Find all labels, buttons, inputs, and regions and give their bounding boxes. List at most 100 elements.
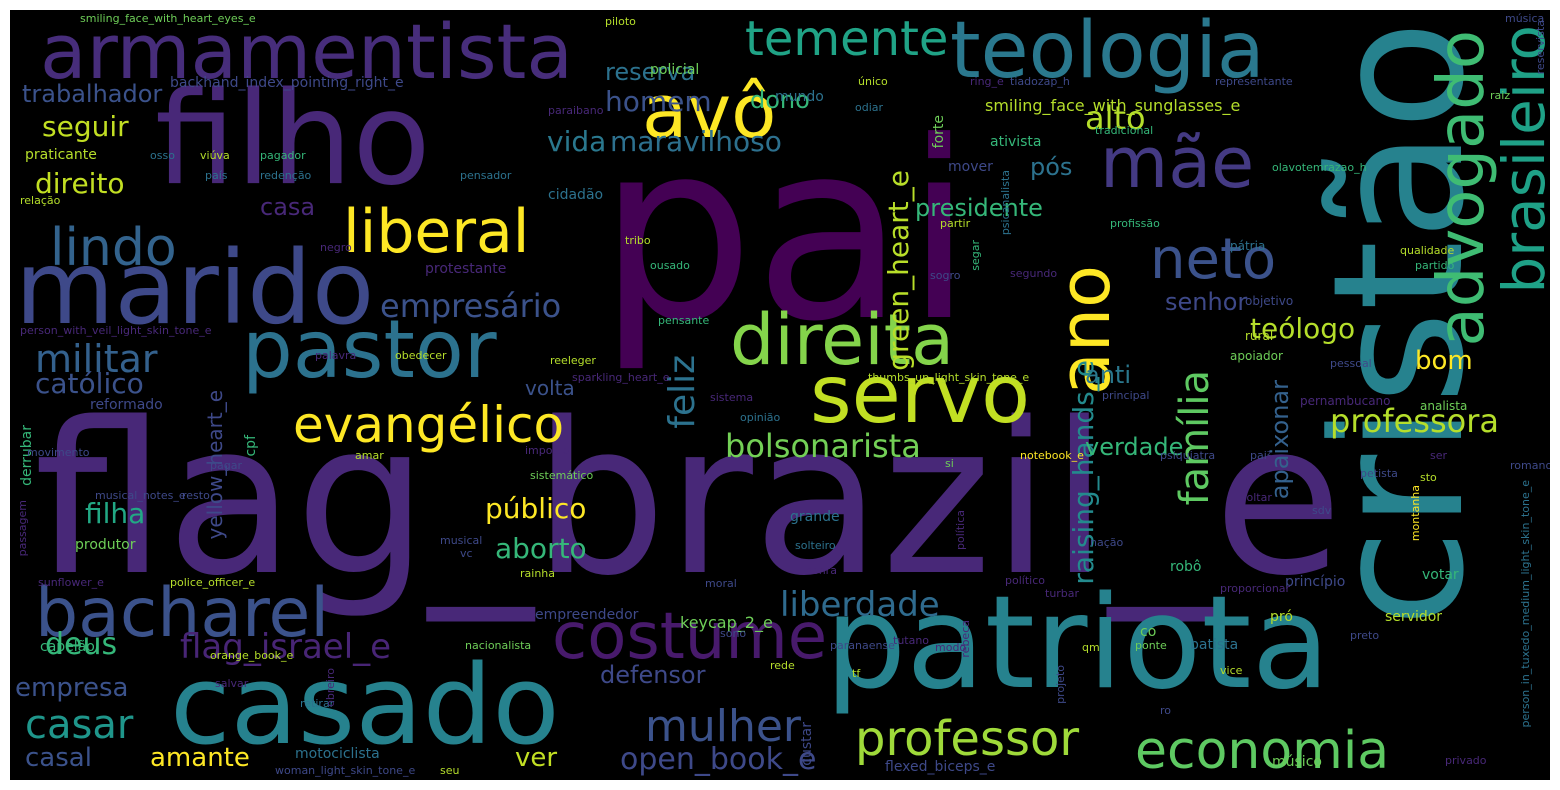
word: temente	[745, 11, 949, 67]
word: alto	[1085, 99, 1146, 137]
word: casal	[25, 743, 92, 773]
word: produtor	[75, 537, 136, 553]
word: homem	[605, 85, 712, 118]
word: forte	[931, 115, 947, 149]
word: apaixonar	[1266, 380, 1294, 500]
word: princípio	[1285, 574, 1346, 590]
word: passagem	[16, 500, 29, 557]
word: flexed_biceps_e	[885, 759, 996, 775]
word: projeto	[1054, 665, 1067, 704]
word: obreiro	[324, 668, 337, 707]
word: sono	[720, 627, 747, 640]
word: empreendedor	[535, 607, 639, 623]
word: police_officer_e	[170, 576, 256, 589]
word: partir	[940, 217, 971, 230]
word: casar	[25, 702, 134, 748]
word: bom	[1415, 346, 1473, 376]
word: tutano	[893, 634, 930, 647]
word: pátria	[1230, 239, 1266, 253]
word: apoiador	[1230, 349, 1283, 363]
word: ver	[515, 743, 558, 773]
word: mulher	[645, 701, 802, 752]
word: voltar	[1240, 491, 1272, 504]
word: mãe	[1100, 122, 1255, 204]
word: negro	[320, 241, 352, 254]
word: montanha	[1409, 485, 1422, 542]
word: palavra	[315, 349, 357, 362]
word: dono	[750, 86, 810, 114]
word: evangélico	[293, 396, 565, 454]
word: músico	[1272, 754, 1322, 770]
word: praticante	[25, 147, 97, 163]
word: avô	[642, 69, 777, 155]
word: relação	[20, 194, 61, 207]
word: viúva	[200, 149, 230, 162]
word: cidadão	[548, 187, 604, 203]
word: romano	[1510, 459, 1550, 472]
word: solteiro	[795, 539, 836, 552]
word: ser	[1430, 449, 1448, 462]
word: sunflower_e	[38, 576, 104, 589]
word: pernambucano	[1300, 394, 1391, 408]
word: ring_e	[970, 75, 1004, 88]
word: ponte	[1135, 639, 1167, 652]
word: empresa	[15, 673, 129, 703]
word: robô	[1170, 559, 1202, 575]
word: pastor	[242, 303, 497, 396]
word: servidor	[1385, 609, 1443, 625]
word: custar	[799, 722, 815, 766]
word: nacionalista	[465, 639, 532, 652]
word: militar	[35, 337, 158, 381]
word: ativista	[990, 134, 1042, 150]
word: reserva	[605, 58, 696, 86]
word: reeleger	[550, 354, 596, 367]
word: mundo	[775, 89, 824, 105]
word: casa	[260, 193, 316, 221]
word: marido	[15, 229, 375, 348]
word: rainha	[520, 567, 556, 580]
word: motociclista	[295, 746, 380, 762]
word: vice	[1220, 664, 1243, 677]
word: smiling_face_with_heart_eyes_e	[80, 12, 256, 25]
word: policial	[650, 62, 700, 78]
word: paraibano	[548, 104, 604, 117]
word: cpf	[243, 435, 259, 457]
word: rural	[1245, 329, 1274, 343]
word: sparkling_heart_e	[572, 371, 670, 384]
word: pagador	[260, 149, 306, 162]
word: deus	[45, 627, 118, 662]
word: único	[858, 75, 888, 88]
word: filho	[155, 65, 431, 214]
word: turbar	[1045, 587, 1080, 600]
word: rede	[770, 659, 795, 672]
word: teologia	[950, 10, 1265, 96]
word: bolsonarista	[725, 427, 921, 465]
word: movimento	[27, 446, 90, 459]
word: católico	[35, 367, 144, 400]
word: ousado	[650, 259, 690, 272]
word: opinião	[740, 411, 781, 424]
word: obedecer	[395, 349, 447, 362]
word: bacharel	[35, 574, 330, 653]
word-cloud: pai flag_brazil_e cristão patriota filho…	[10, 10, 1550, 780]
word: liberal	[343, 197, 530, 267]
word: salvar	[215, 677, 249, 690]
word: votar	[1422, 567, 1459, 583]
word: osso	[150, 149, 175, 162]
word: lindo	[50, 218, 177, 278]
word: preto	[1350, 629, 1380, 642]
word: raiz	[1490, 89, 1511, 102]
word: backhand_index_pointing_right_e	[170, 75, 404, 91]
word: flag_brazil_e	[34, 377, 1343, 622]
word: imposto	[525, 444, 570, 457]
word: nação	[1090, 536, 1124, 549]
word: pai	[598, 90, 974, 376]
word: vc	[460, 547, 473, 560]
word: honra	[805, 564, 837, 577]
word: neto	[1150, 227, 1277, 292]
word: representante	[1215, 75, 1293, 88]
word: protestante	[425, 261, 507, 277]
word: person_with_veil_light_skin_tone_e	[20, 324, 212, 337]
word: orange_book_e	[210, 649, 294, 662]
word: principal	[1102, 389, 1150, 402]
